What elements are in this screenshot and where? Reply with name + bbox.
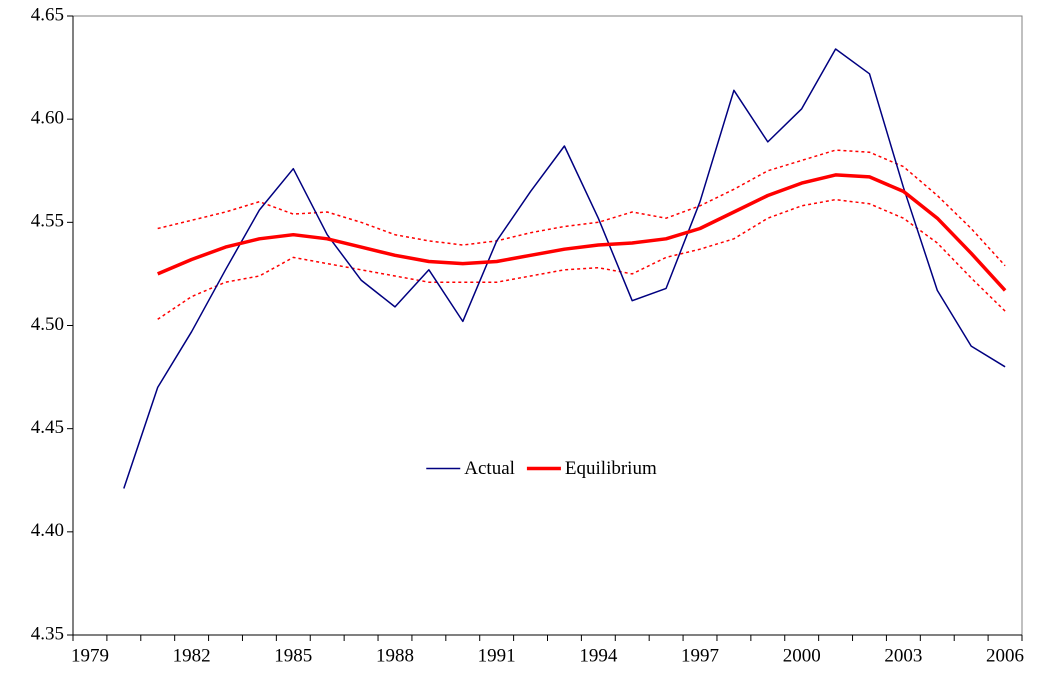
x-tick-label: 1988: [376, 645, 414, 666]
series-line: [157, 149, 1006, 267]
x-tick-label: 1985: [274, 645, 312, 666]
series-line: [157, 198, 1006, 320]
legend: Actual Equilibrium: [426, 458, 657, 479]
x-tick-label: 2000: [783, 645, 821, 666]
x-tick-label: 2006: [986, 645, 1024, 666]
y-tick-label: 4.35: [31, 623, 64, 644]
series-line: [123, 48, 1006, 489]
legend-label: Actual: [464, 458, 515, 479]
x-tick-label: 1979: [71, 645, 109, 666]
y-tick-label: 4.65: [31, 4, 64, 25]
x-tick-label: 1994: [579, 645, 618, 666]
legend-label: Equilibrium: [565, 458, 657, 479]
x-tick-label: 1991: [478, 645, 516, 666]
y-tick-label: 4.50: [31, 314, 64, 335]
y-tick-label: 4.55: [31, 211, 64, 232]
series-line: [157, 173, 1007, 292]
x-tick-label: 1982: [173, 645, 211, 666]
y-tick-label: 4.40: [31, 520, 64, 541]
legend-item: Equilibrium: [526, 458, 657, 479]
y-tick-label: 4.60: [31, 108, 64, 129]
x-tick-label: 2003: [884, 645, 922, 666]
legend-item: Actual: [426, 458, 515, 479]
y-tick-label: 4.45: [31, 417, 64, 438]
x-tick-label: 1997: [681, 645, 719, 666]
